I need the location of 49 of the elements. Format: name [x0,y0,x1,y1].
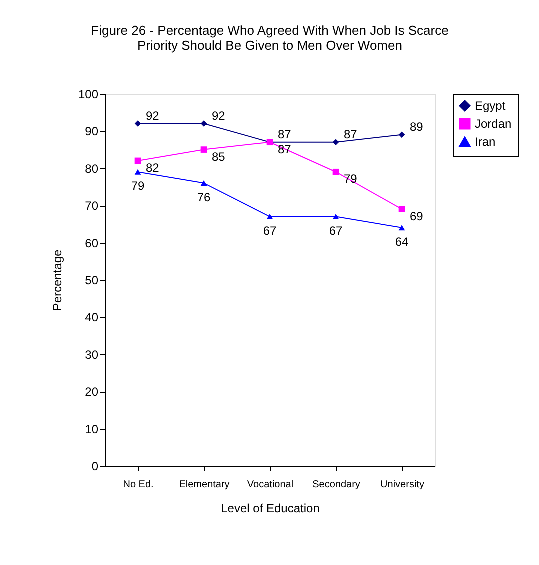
y-tick-label: 100 [78,88,99,102]
point [332,168,340,176]
y-tick-label: 60 [85,236,99,250]
x-tick-label: Secondary [312,480,360,490]
point [332,139,340,146]
point [398,206,406,212]
x-axis-title: Level of Education [221,502,320,516]
point [398,225,406,231]
y-axis-title: Percentage [50,249,64,312]
point [200,120,208,127]
data-label: 92 [146,108,160,123]
y-tick-label: 70 [85,199,99,214]
data-label: 67 [329,224,343,238]
point [200,146,208,153]
point [398,132,406,138]
data-label: 87 [278,127,292,142]
legend-label: Iran [475,135,496,149]
x-tick-label: Vocational [247,480,294,490]
y-tick-label: 20 [85,385,99,400]
point [200,180,208,186]
data-label: 92 [212,108,226,123]
data-label: 76 [197,190,211,204]
y-tick-label: 40 [85,310,99,325]
y-tick-label: 80 [85,162,99,176]
point [332,214,340,220]
y-tick-label: 30 [85,348,99,362]
point [266,214,274,220]
data-label: 87 [344,127,358,142]
data-label: 67 [263,224,277,238]
data-label: 69 [410,209,424,224]
legend-label: Egypt [475,99,506,113]
y-tick-label: 0 [92,460,99,474]
point [134,120,142,127]
data-label: 64 [395,234,409,249]
legend-label: Jordan [475,117,512,131]
point [134,158,142,164]
data-label: 82 [146,160,160,175]
data-label: 85 [212,150,226,164]
y-tick-label: 50 [85,274,99,288]
x-tick-label: Elementary [179,480,230,490]
data-label: 89 [410,120,424,134]
point [134,169,142,175]
data-label: 79 [131,179,145,194]
y-tick-label: 10 [85,422,99,436]
y-tick-label: 90 [85,124,99,139]
text: Priority Should Be Given to Men Over Women [138,38,402,53]
x-tick-label: University [380,480,424,490]
text: Figure 26 - Percentage Who Agreed With When Job Is Scarce [91,23,449,38]
x-tick-label: No Ed. [123,480,154,490]
